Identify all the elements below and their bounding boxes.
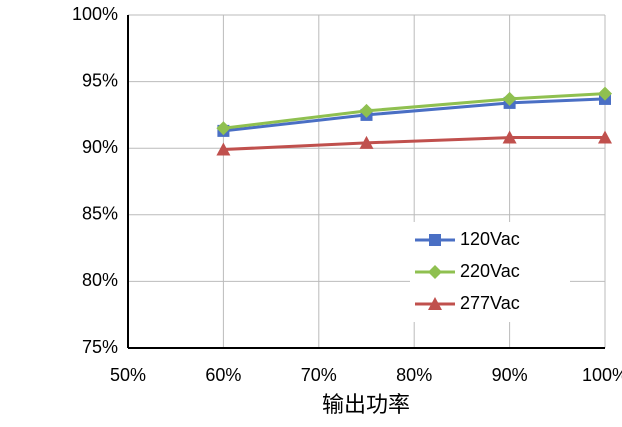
marker bbox=[216, 142, 231, 156]
marker bbox=[428, 297, 442, 310]
marker bbox=[598, 86, 612, 101]
x-tick-label: 50% bbox=[110, 365, 146, 385]
x-tick-label: 70% bbox=[301, 365, 337, 385]
legend-label: 277Vac bbox=[460, 293, 520, 313]
series-line bbox=[223, 136, 605, 152]
y-tick-label: 75% bbox=[82, 337, 118, 357]
x-axis-title: 输出功率 bbox=[322, 392, 410, 417]
marker bbox=[598, 130, 612, 144]
x-tick-label: 90% bbox=[492, 365, 528, 385]
series-line bbox=[223, 92, 606, 130]
legend-label: 220Vac bbox=[460, 261, 520, 281]
marker bbox=[429, 234, 441, 246]
marker bbox=[359, 103, 374, 118]
marker bbox=[359, 135, 374, 149]
x-tick-label: 100% bbox=[582, 365, 622, 385]
y-tick-label: 85% bbox=[82, 204, 118, 224]
legend-label: 120Vac bbox=[460, 229, 520, 249]
y-tick-label: 100% bbox=[72, 4, 118, 24]
marker bbox=[428, 265, 442, 279]
x-tick-label: 80% bbox=[396, 365, 432, 385]
marker bbox=[216, 121, 231, 136]
y-tick-label: 90% bbox=[82, 137, 118, 157]
marker bbox=[502, 91, 517, 106]
x-tick-label: 60% bbox=[205, 365, 241, 385]
y-tick-label: 95% bbox=[82, 70, 118, 90]
marker bbox=[502, 130, 517, 144]
series-line bbox=[223, 97, 606, 133]
y-tick-label: 80% bbox=[82, 270, 118, 290]
